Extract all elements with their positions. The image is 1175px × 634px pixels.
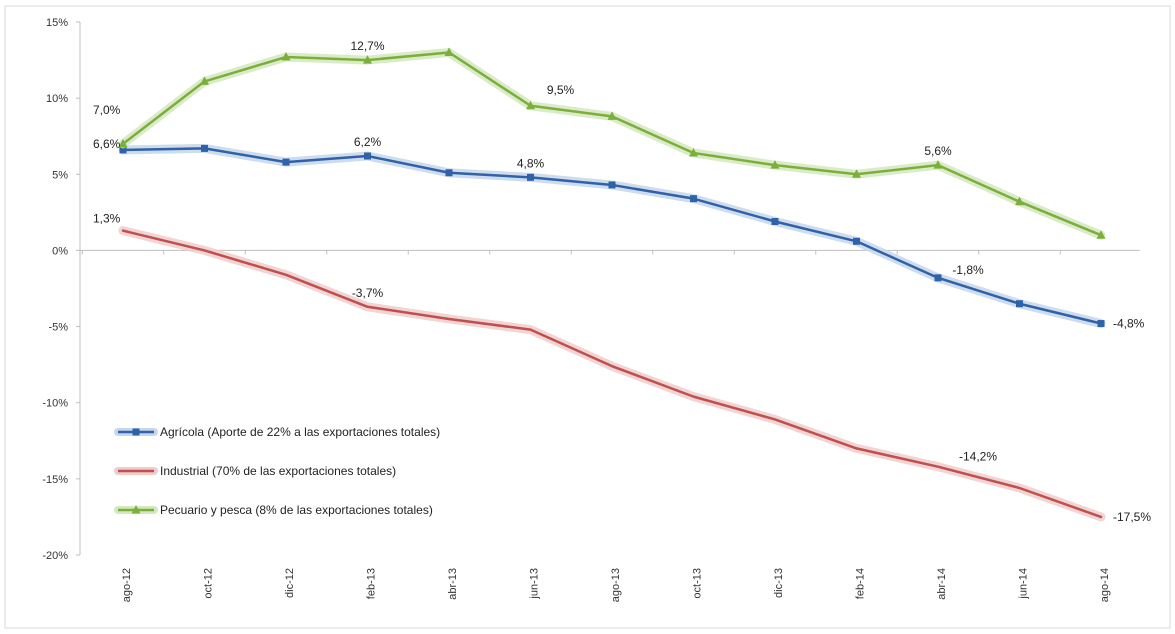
data-labels-layer: 6,6% 6,2% 4,8% -1,8% -4,8% 1,3% -3,7% -14,2% -17… [93, 39, 1151, 524]
series-layer [118, 47, 1106, 522]
data-label: -3,7% [352, 286, 384, 300]
data-point [608, 181, 616, 189]
data-point [1097, 320, 1105, 328]
data-label: 4,8% [517, 156, 545, 170]
y-tick-label: -10% [42, 398, 68, 410]
data-point [444, 47, 454, 56]
legend-marker [132, 428, 140, 436]
data-label: -4,8% [1113, 317, 1145, 331]
data-point [363, 55, 372, 64]
data-point [689, 147, 698, 157]
data-point [526, 100, 535, 110]
legend-item: Pecuario y pesca (8% de las exportacione… [114, 503, 433, 517]
y-tick-label: 0% [52, 245, 68, 257]
data-point [364, 152, 371, 160]
data-point [770, 160, 780, 169]
y-tick-label: -5% [48, 322, 68, 334]
data-label: -14,2% [959, 450, 997, 464]
x-tick-label: dic-13 [773, 568, 785, 598]
data-point [1015, 196, 1024, 206]
x-tick-label: oct-12 [202, 568, 214, 599]
data-point [201, 144, 208, 152]
x-tick-label: ago-13 [610, 568, 622, 602]
x-tick-label: feb-13 [365, 568, 377, 599]
data-point [281, 52, 291, 61]
data-label: 9,5% [547, 83, 575, 97]
legend-item: Industrial (70% de las exportaciones tot… [114, 464, 396, 478]
data-point [1016, 300, 1023, 308]
y-tick-label: 15% [46, 17, 68, 29]
x-tick-label: abr-14 [936, 568, 948, 600]
legend-label: Industrial (70% de las exportaciones tot… [160, 464, 396, 478]
x-tick-label: jun-14 [1017, 568, 1029, 600]
x-tick-label: jun-13 [528, 568, 540, 600]
data-label: -1,8% [952, 263, 984, 277]
data-point [853, 237, 860, 245]
data-point [118, 138, 128, 148]
axes: 15% 10% 5% 0% -5% -10% -15% -20% ago-12 oct-12 dic… [42, 17, 1140, 602]
data-point [933, 160, 943, 169]
data-point [771, 217, 779, 225]
y-tick-label: 10% [46, 93, 68, 105]
y-tick-label: -15% [42, 474, 68, 486]
series-group [118, 143, 1106, 329]
data-label: 1,3% [93, 212, 121, 226]
legend-label: Agrícola (Aporte de 22% a las exportacio… [160, 425, 440, 439]
x-tick-label: ago-14 [1099, 568, 1111, 602]
data-label: -17,5% [1113, 510, 1151, 524]
x-tick-label: ago-12 [121, 568, 133, 602]
data-point [200, 76, 209, 85]
data-point [607, 111, 617, 120]
series-group [118, 47, 1106, 240]
data-label: 12,7% [350, 39, 384, 53]
data-point [1096, 230, 1106, 239]
data-point [690, 195, 697, 203]
data-label: 7,0% [93, 103, 121, 117]
series-group [118, 226, 1106, 522]
legend-label: Pecuario y pesca (8% de las exportacione… [160, 503, 433, 517]
x-tick-label: abr-13 [447, 568, 459, 600]
data-point [282, 158, 290, 166]
x-tick-label: oct-13 [691, 568, 703, 599]
legend-item: Agrícola (Aporte de 22% a las exportacio… [114, 425, 440, 439]
series-line [121, 229, 1103, 519]
data-point [527, 173, 534, 181]
data-label: 6,6% [93, 137, 121, 151]
data-label: 6,2% [354, 135, 382, 149]
legend: Agrícola (Aporte de 22% a las exportacio… [114, 425, 440, 517]
x-tick-label: dic-12 [284, 568, 296, 598]
data-point [934, 274, 942, 282]
legend-marker [131, 505, 141, 514]
y-tick-label: -20% [42, 550, 68, 562]
data-point [852, 169, 861, 178]
x-tick-label: feb-14 [854, 568, 866, 599]
y-tick-label: 5% [52, 169, 68, 181]
data-point [119, 146, 127, 154]
data-label: 5,6% [924, 144, 952, 158]
data-point [445, 169, 453, 177]
